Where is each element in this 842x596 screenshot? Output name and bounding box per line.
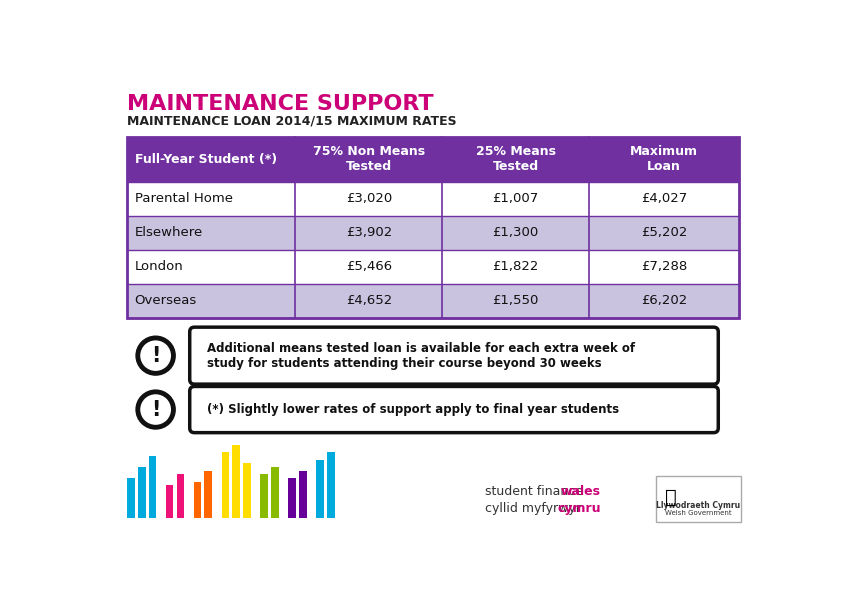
Text: Additional means tested loan is available for each extra week of
study for stude: Additional means tested loan is availabl… [207, 342, 635, 370]
FancyBboxPatch shape [127, 250, 739, 284]
Text: £1,822: £1,822 [493, 260, 539, 274]
FancyBboxPatch shape [656, 476, 741, 522]
FancyBboxPatch shape [316, 460, 324, 518]
FancyBboxPatch shape [127, 137, 739, 182]
Text: wales: wales [560, 485, 600, 498]
Text: MAINTENANCE LOAN 2014/15 MAXIMUM RATES: MAINTENANCE LOAN 2014/15 MAXIMUM RATES [127, 114, 456, 128]
Text: £3,020: £3,020 [346, 192, 392, 205]
Text: £7,288: £7,288 [641, 260, 687, 274]
FancyBboxPatch shape [221, 452, 229, 518]
FancyBboxPatch shape [127, 182, 296, 216]
Text: Elsewhere: Elsewhere [135, 226, 203, 239]
Text: cymru: cymru [558, 502, 601, 516]
FancyBboxPatch shape [243, 463, 251, 518]
Text: (*) Slightly lower rates of support apply to final year students: (*) Slightly lower rates of support appl… [207, 403, 619, 416]
Text: £5,466: £5,466 [346, 260, 392, 274]
FancyBboxPatch shape [149, 456, 157, 518]
Text: Welsh Government: Welsh Government [665, 510, 732, 516]
FancyBboxPatch shape [327, 452, 334, 518]
FancyBboxPatch shape [127, 478, 135, 518]
Text: £4,027: £4,027 [641, 192, 687, 205]
Text: Overseas: Overseas [135, 294, 197, 308]
Circle shape [135, 389, 177, 430]
Text: Llywodraeth Cymru: Llywodraeth Cymru [656, 501, 740, 510]
Text: £5,202: £5,202 [641, 226, 687, 239]
Circle shape [135, 335, 177, 377]
Text: Maximum
Loan: Maximum Loan [630, 145, 698, 173]
FancyBboxPatch shape [232, 445, 240, 518]
Text: £3,902: £3,902 [346, 226, 392, 239]
FancyBboxPatch shape [288, 478, 296, 518]
FancyBboxPatch shape [166, 485, 173, 518]
Text: cyllid myfyrwyr: cyllid myfyrwyr [485, 502, 585, 516]
Text: 25% Means
Tested: 25% Means Tested [476, 145, 556, 173]
Text: Parental Home: Parental Home [135, 192, 232, 205]
Text: 75% Non Means
Tested: 75% Non Means Tested [312, 145, 425, 173]
FancyBboxPatch shape [299, 471, 306, 518]
Text: Full-Year Student (*): Full-Year Student (*) [135, 153, 277, 166]
FancyBboxPatch shape [194, 482, 201, 518]
Text: £1,300: £1,300 [493, 226, 539, 239]
FancyBboxPatch shape [127, 182, 739, 216]
FancyBboxPatch shape [177, 474, 184, 518]
Text: MAINTENANCE SUPPORT: MAINTENANCE SUPPORT [127, 94, 434, 114]
FancyBboxPatch shape [260, 474, 268, 518]
FancyBboxPatch shape [127, 216, 296, 250]
FancyBboxPatch shape [127, 250, 296, 284]
Text: London: London [135, 260, 184, 274]
FancyBboxPatch shape [127, 284, 296, 318]
Circle shape [138, 338, 173, 373]
Text: £1,007: £1,007 [493, 192, 539, 205]
Text: !: ! [151, 399, 160, 420]
FancyBboxPatch shape [138, 467, 146, 518]
Text: 🐉: 🐉 [665, 488, 677, 507]
Text: £6,202: £6,202 [641, 294, 687, 308]
FancyBboxPatch shape [205, 471, 212, 518]
Text: £4,652: £4,652 [346, 294, 392, 308]
Text: !: ! [151, 346, 160, 366]
FancyBboxPatch shape [189, 386, 718, 433]
Text: student finance: student finance [485, 485, 587, 498]
FancyBboxPatch shape [127, 284, 739, 318]
Circle shape [138, 392, 173, 427]
FancyBboxPatch shape [271, 467, 279, 518]
FancyBboxPatch shape [189, 327, 718, 384]
FancyBboxPatch shape [127, 216, 739, 250]
Text: £1,550: £1,550 [493, 294, 539, 308]
